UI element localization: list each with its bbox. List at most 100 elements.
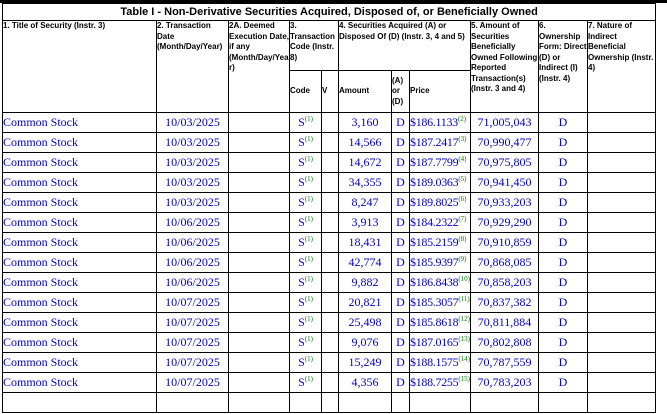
footnote-ref: (13) — [458, 335, 470, 343]
price-cell: $185.9397(9) — [409, 252, 471, 273]
shares-owned-cell: 70,802,808 — [470, 332, 539, 353]
v-cell — [321, 112, 339, 133]
footnote-ref: (11) — [458, 295, 470, 303]
table-row: Common Stock 10/06/2025 S(1) 18,431 D $1… — [2, 232, 657, 253]
nature-indirect-cell — [586, 272, 657, 293]
acquired-disposed-cell: D — [391, 292, 410, 313]
transaction-date-cell: 10/06/2025 — [156, 232, 229, 253]
ownership-form-cell: D — [538, 212, 588, 233]
price-value: $185.8618 — [410, 315, 459, 329]
table-row: Common Stock 10/07/2025 S(1) 4,356 D $18… — [2, 372, 657, 393]
security-cell: Common Stock — [2, 212, 157, 233]
amount-cell: 14,672 — [338, 152, 392, 173]
deemed-execution-cell — [228, 352, 290, 373]
security-cell: Common Stock — [2, 232, 157, 253]
price-cell — [409, 392, 471, 413]
footnote-ref: (1) — [304, 315, 313, 323]
ownership-form-cell: D — [538, 152, 588, 173]
table-row: Common Stock 10/06/2025 S(1) 3,913 D $18… — [2, 212, 657, 233]
footnote-ref: (9) — [458, 255, 467, 263]
table-row-partial — [2, 392, 657, 413]
transaction-code-cell: S(1) — [289, 332, 322, 353]
col-header-securities-acquired: 4. Securities Acquired (A) or Disposed O… — [338, 20, 471, 71]
col-header-transaction-date: 2. Transaction Date (Month/Day/Year) — [156, 20, 229, 113]
transaction-date-cell — [156, 392, 229, 413]
subcol-header-price: Price — [409, 70, 471, 113]
table-row: Common Stock 10/07/2025 S(1) 9,076 D $18… — [2, 332, 657, 353]
v-cell — [321, 332, 339, 353]
transaction-code: S — [298, 235, 305, 249]
transaction-code-cell: S(1) — [289, 272, 322, 293]
transaction-code-cell — [289, 392, 322, 413]
deemed-execution-cell — [228, 172, 290, 193]
security-cell: Common Stock — [2, 172, 157, 193]
security-cell: Common Stock — [2, 352, 157, 373]
table-row: Common Stock 10/03/2025 S(1) 3,160 D $18… — [2, 112, 657, 133]
deemed-execution-cell — [228, 312, 290, 333]
deemed-execution-cell — [228, 252, 290, 273]
nature-indirect-cell — [586, 372, 657, 393]
security-cell — [2, 392, 157, 413]
subcol-header-code: Code — [289, 70, 322, 113]
footnote-ref: (1) — [304, 235, 313, 243]
transaction-date-cell: 10/03/2025 — [156, 172, 229, 193]
footnote-ref: (1) — [304, 155, 313, 163]
amount-cell: 25,498 — [338, 312, 392, 333]
v-cell — [321, 232, 339, 253]
nature-indirect-cell — [586, 192, 657, 213]
security-cell: Common Stock — [2, 252, 157, 273]
shares-owned-cell: 70,783,203 — [470, 372, 539, 393]
footnote-ref: (5) — [458, 175, 467, 183]
nature-indirect-cell — [586, 392, 657, 413]
price-value: $187.0165 — [410, 335, 459, 349]
amount-cell: 14,566 — [338, 132, 392, 153]
header-row-sub: Code V Amount (A) or (D) Price — [3, 70, 656, 113]
nature-indirect-cell — [586, 292, 657, 313]
transaction-code-cell: S(1) — [289, 212, 322, 233]
transaction-code: S — [298, 335, 305, 349]
acquired-disposed-cell: D — [391, 272, 410, 293]
acquired-disposed-cell: D — [391, 332, 410, 353]
security-cell: Common Stock — [2, 372, 157, 393]
nature-indirect-cell — [586, 152, 657, 173]
nature-indirect-cell — [586, 232, 657, 253]
amount-cell: 15,249 — [338, 352, 392, 373]
footnote-ref: (6) — [458, 195, 467, 203]
deemed-execution-cell — [228, 332, 290, 353]
ownership-form-cell — [538, 392, 588, 413]
v-cell — [321, 192, 339, 213]
v-cell — [321, 152, 339, 173]
price-value: $188.1575 — [410, 355, 459, 369]
security-cell: Common Stock — [2, 332, 157, 353]
table-row: Common Stock 10/03/2025 S(1) 14,566 D $1… — [2, 132, 657, 153]
transaction-code: S — [298, 195, 305, 209]
footnote-ref: (1) — [304, 195, 313, 203]
clipped-row-container — [2, 392, 657, 413]
transactions-body: Common Stock 10/03/2025 S(1) 3,160 D $18… — [2, 112, 657, 393]
acquired-disposed-cell: D — [391, 212, 410, 233]
footnote-ref: (15) — [458, 375, 470, 383]
table-row: Common Stock 10/03/2025 S(1) 8,247 D $18… — [2, 192, 657, 213]
price-cell: $188.7255(15) — [409, 372, 471, 393]
deemed-execution-cell — [228, 372, 290, 393]
shares-owned-cell: 71,005,043 — [470, 112, 539, 133]
transaction-code-cell: S(1) — [289, 172, 322, 193]
security-cell: Common Stock — [2, 292, 157, 313]
col-header-ownership-form: 6. Ownership Form: Direct (D) or Indirec… — [538, 20, 588, 113]
acquired-disposed-cell: D — [391, 232, 410, 253]
deemed-execution-cell — [228, 112, 290, 133]
price-cell: $185.3057(11) — [409, 292, 471, 313]
deemed-execution-cell — [228, 392, 290, 413]
table-row: Common Stock 10/06/2025 S(1) 9,882 D $18… — [2, 272, 657, 293]
transaction-date-cell: 10/03/2025 — [156, 192, 229, 213]
amount-cell: 18,431 — [338, 232, 392, 253]
col-header-transaction-code: 3. Transaction Code (Instr. 8) — [289, 20, 339, 71]
ownership-form-cell: D — [538, 312, 588, 333]
price-value: $189.0363 — [410, 175, 459, 189]
col-header-nature-indirect: 7. Nature of Indirect Beneficial Ownersh… — [586, 20, 657, 113]
transaction-code-cell: S(1) — [289, 132, 322, 153]
security-cell: Common Stock — [2, 272, 157, 293]
price-value: $187.2417 — [410, 135, 459, 149]
nature-indirect-cell — [586, 352, 657, 373]
footnote-ref: (1) — [304, 255, 313, 263]
